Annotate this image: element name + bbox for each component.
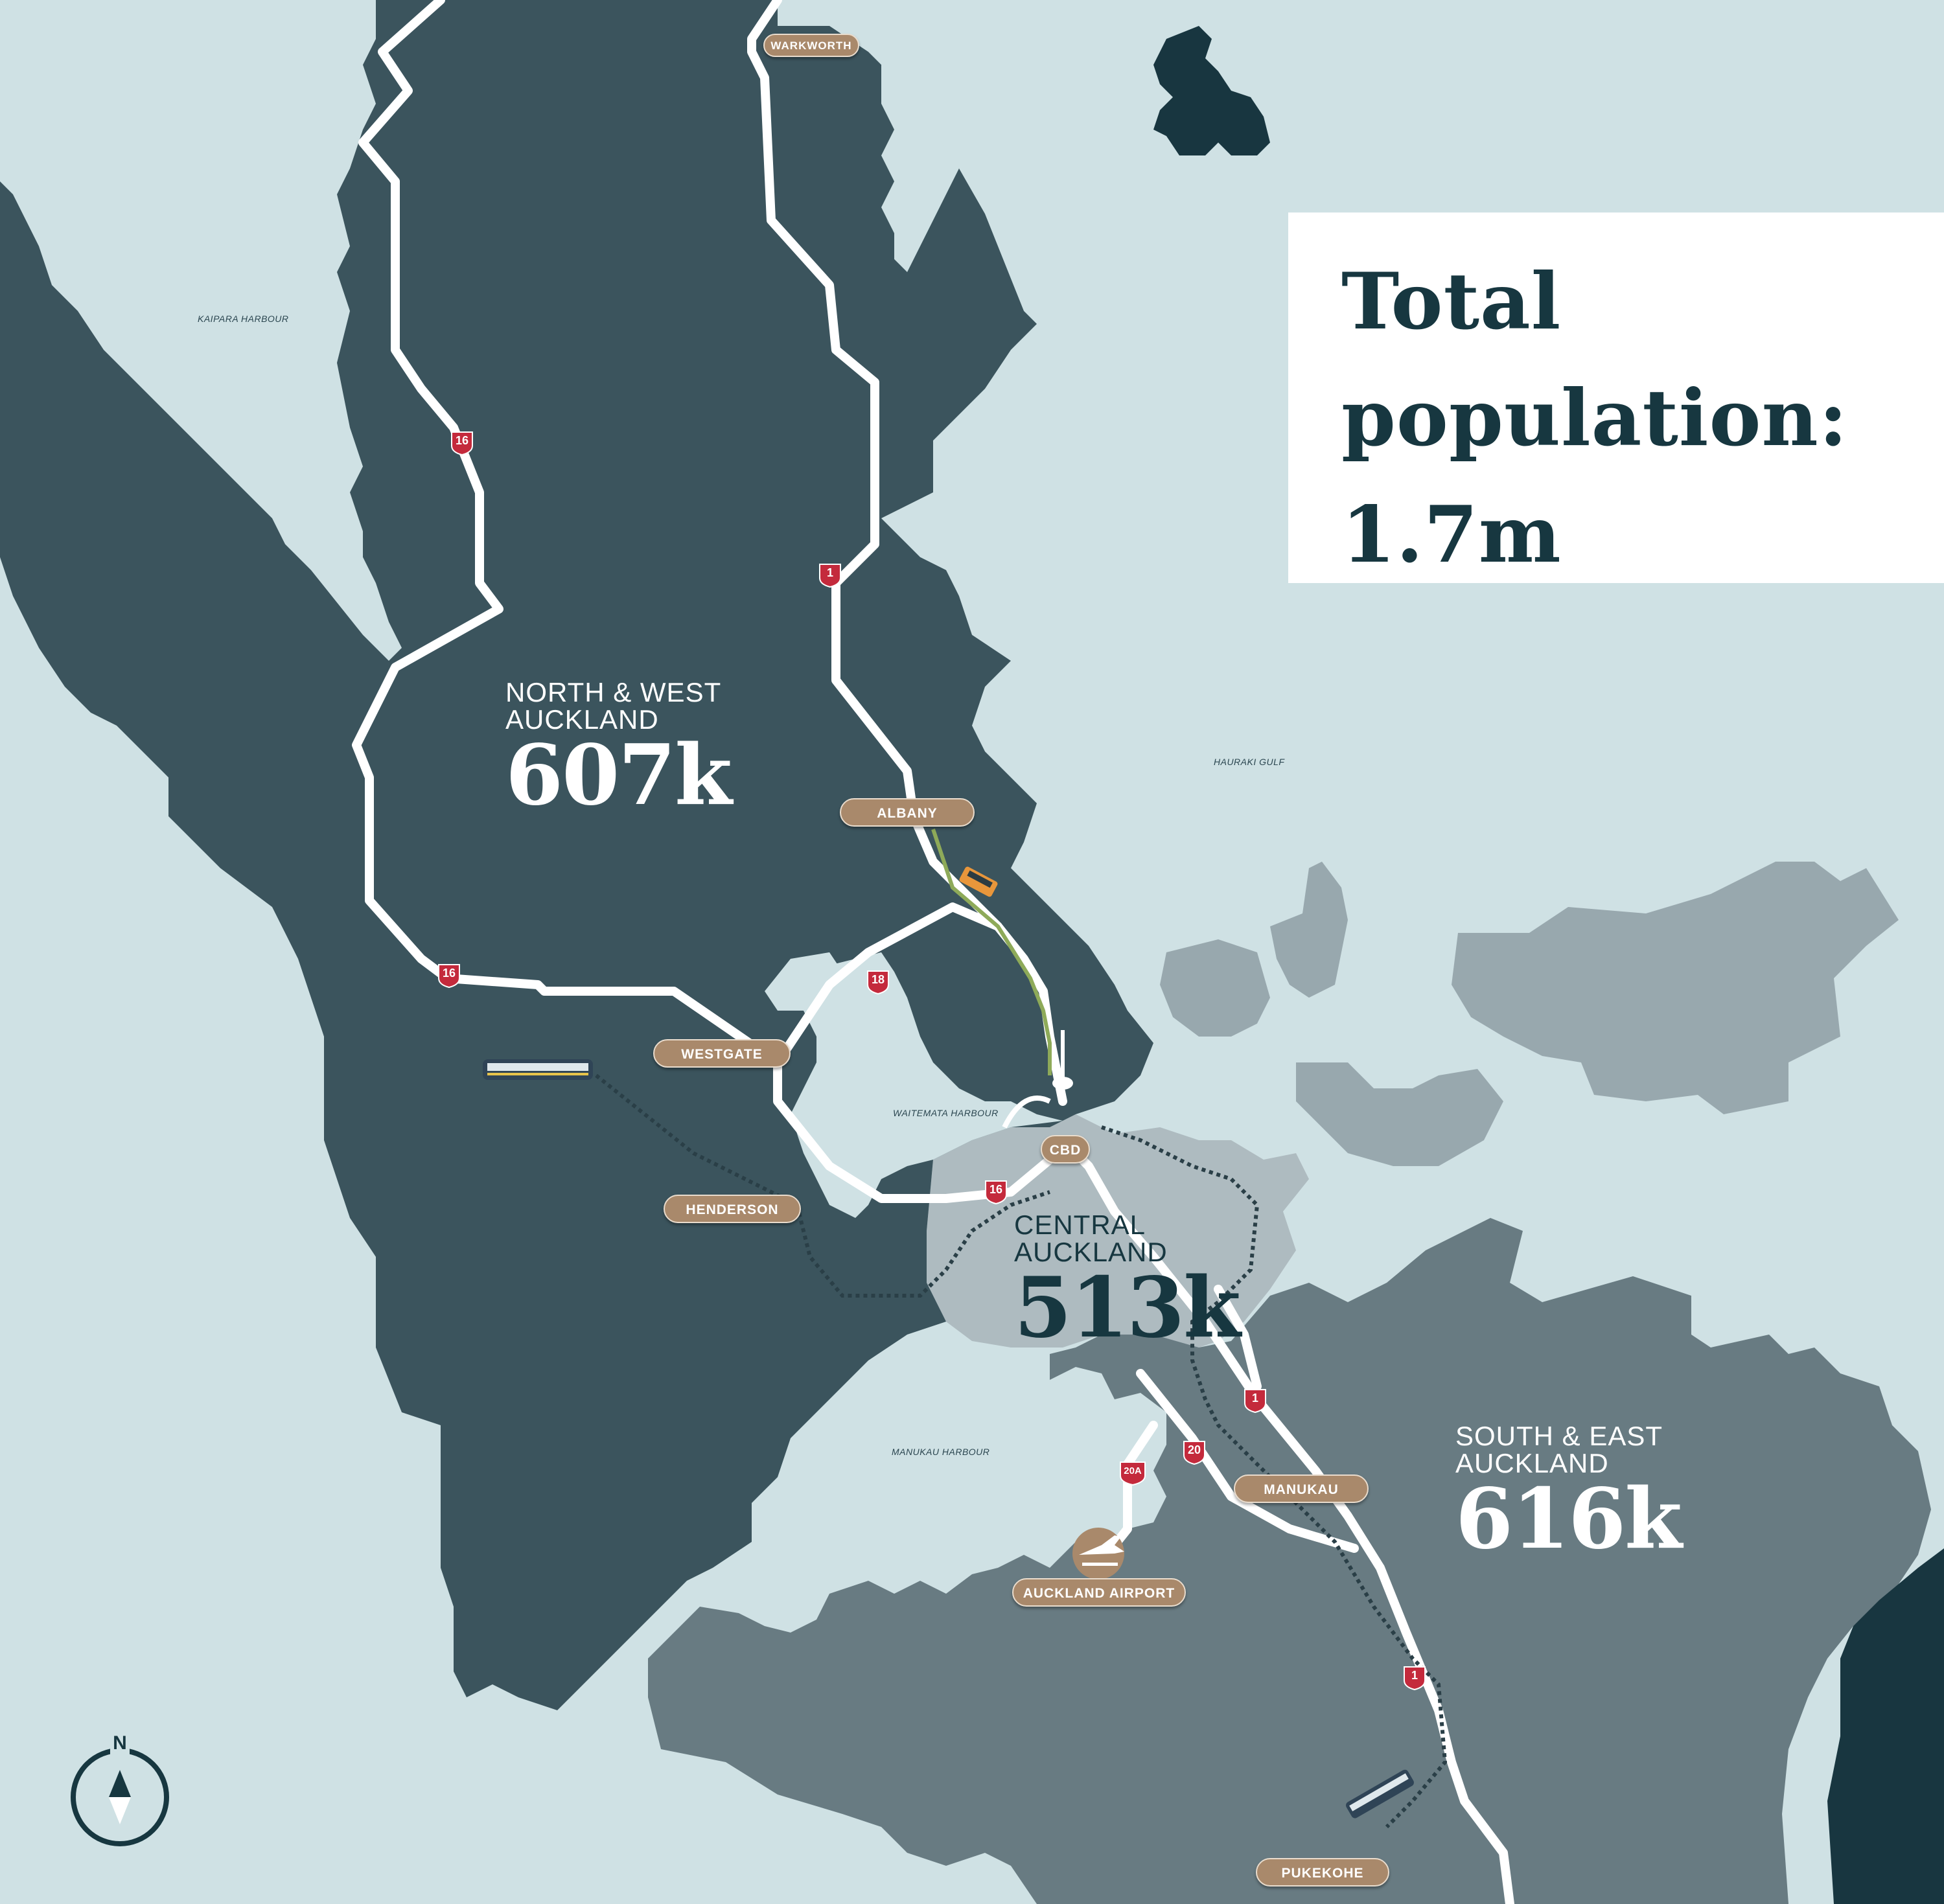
water-mahurangi [881, 65, 959, 272]
place-westgate: WESTGATE [653, 1039, 791, 1068]
island-rangitoto [1160, 939, 1270, 1037]
region-south-east: SOUTH & EAST AUCKLAND 616k [1455, 1421, 1682, 1568]
waitemata-harbour-label: WAITEMATA HARBOUR [893, 1108, 999, 1118]
water-upper-harbour [765, 952, 842, 1011]
island-motutapu [1270, 862, 1348, 998]
hauraki-gulf-label: HAURAKI GULF [1214, 757, 1285, 767]
land-little-barrier [1153, 26, 1270, 155]
title-line: 1.7m [1341, 489, 1562, 580]
land-north-west-auckland [0, 0, 1153, 1710]
island-ponui [1296, 1062, 1503, 1166]
title-line: population: [1341, 373, 1849, 464]
kaipara-harbour-label: KAIPARA HARBOUR [198, 314, 289, 324]
region-central: CENTRAL AUCKLAND 513k [1014, 1210, 1241, 1357]
region-name: AUCKLAND [1014, 1237, 1168, 1267]
compass-icon: N [65, 1732, 175, 1848]
place-cbd: CBD [1041, 1135, 1090, 1164]
airplane-icon [1072, 1528, 1124, 1579]
compass-north-label: N [113, 1732, 127, 1754]
highway-shield: 16 [437, 963, 461, 989]
highway-shield: 16 [984, 1179, 1008, 1205]
bus-icon [959, 866, 998, 897]
region-population: 607k [505, 727, 732, 824]
water-waitemata [791, 952, 1063, 1218]
train-icon [483, 1059, 593, 1080]
place-albany: ALBANY [840, 798, 975, 827]
land-south-east-auckland [648, 1218, 1931, 1904]
land-coromandel-edge [1827, 1548, 1944, 1904]
land-central-auckland [927, 1114, 1309, 1348]
place-warkworth: WARKWORTH [763, 34, 859, 57]
highway-shield: 1 [818, 562, 842, 588]
place-manukau: MANUKAU [1234, 1474, 1369, 1503]
rail-lines [595, 1073, 1448, 1829]
highway-shield: 20 [1182, 1439, 1207, 1465]
place-auckland-airport: AUCKLAND AIRPORT [1012, 1578, 1186, 1607]
harbour-bridge-icon [1002, 1095, 1051, 1129]
manukau-harbour-label: MANUKAU HARBOUR [892, 1447, 990, 1457]
highway-shield: 18 [866, 969, 890, 995]
region-name: NORTH & WEST [505, 677, 722, 707]
region-name: AUCKLAND [1455, 1448, 1609, 1478]
place-pukekohe: PUKEKOHE [1256, 1858, 1389, 1887]
island-waiheke [1452, 862, 1899, 1114]
northern-busway [931, 829, 1052, 1075]
region-north-west: NORTH & WEST AUCKLAND 607k [505, 677, 732, 824]
total-population-box: Total population: 1.7m [1288, 212, 1944, 583]
highway-shield: 1 [1243, 1388, 1267, 1414]
highway-shield: 16 [450, 430, 474, 456]
region-population: 513k [1014, 1259, 1241, 1357]
train-icon-south [1346, 1769, 1414, 1818]
total-population-title: Total population: 1.7m [1341, 244, 1848, 593]
region-name: SOUTH & EAST [1455, 1421, 1663, 1451]
highway-shield: 20A [1118, 1460, 1147, 1486]
motorways [352, 0, 1514, 1904]
sky-tower-icon [1052, 1030, 1073, 1101]
place-henderson: HENDERSON [664, 1195, 801, 1223]
region-name: AUCKLAND [505, 704, 659, 735]
title-line: Total [1341, 256, 1562, 347]
highway-shield: 1 [1402, 1665, 1427, 1691]
region-name: CENTRAL [1014, 1210, 1146, 1240]
region-population: 616k [1455, 1471, 1682, 1568]
